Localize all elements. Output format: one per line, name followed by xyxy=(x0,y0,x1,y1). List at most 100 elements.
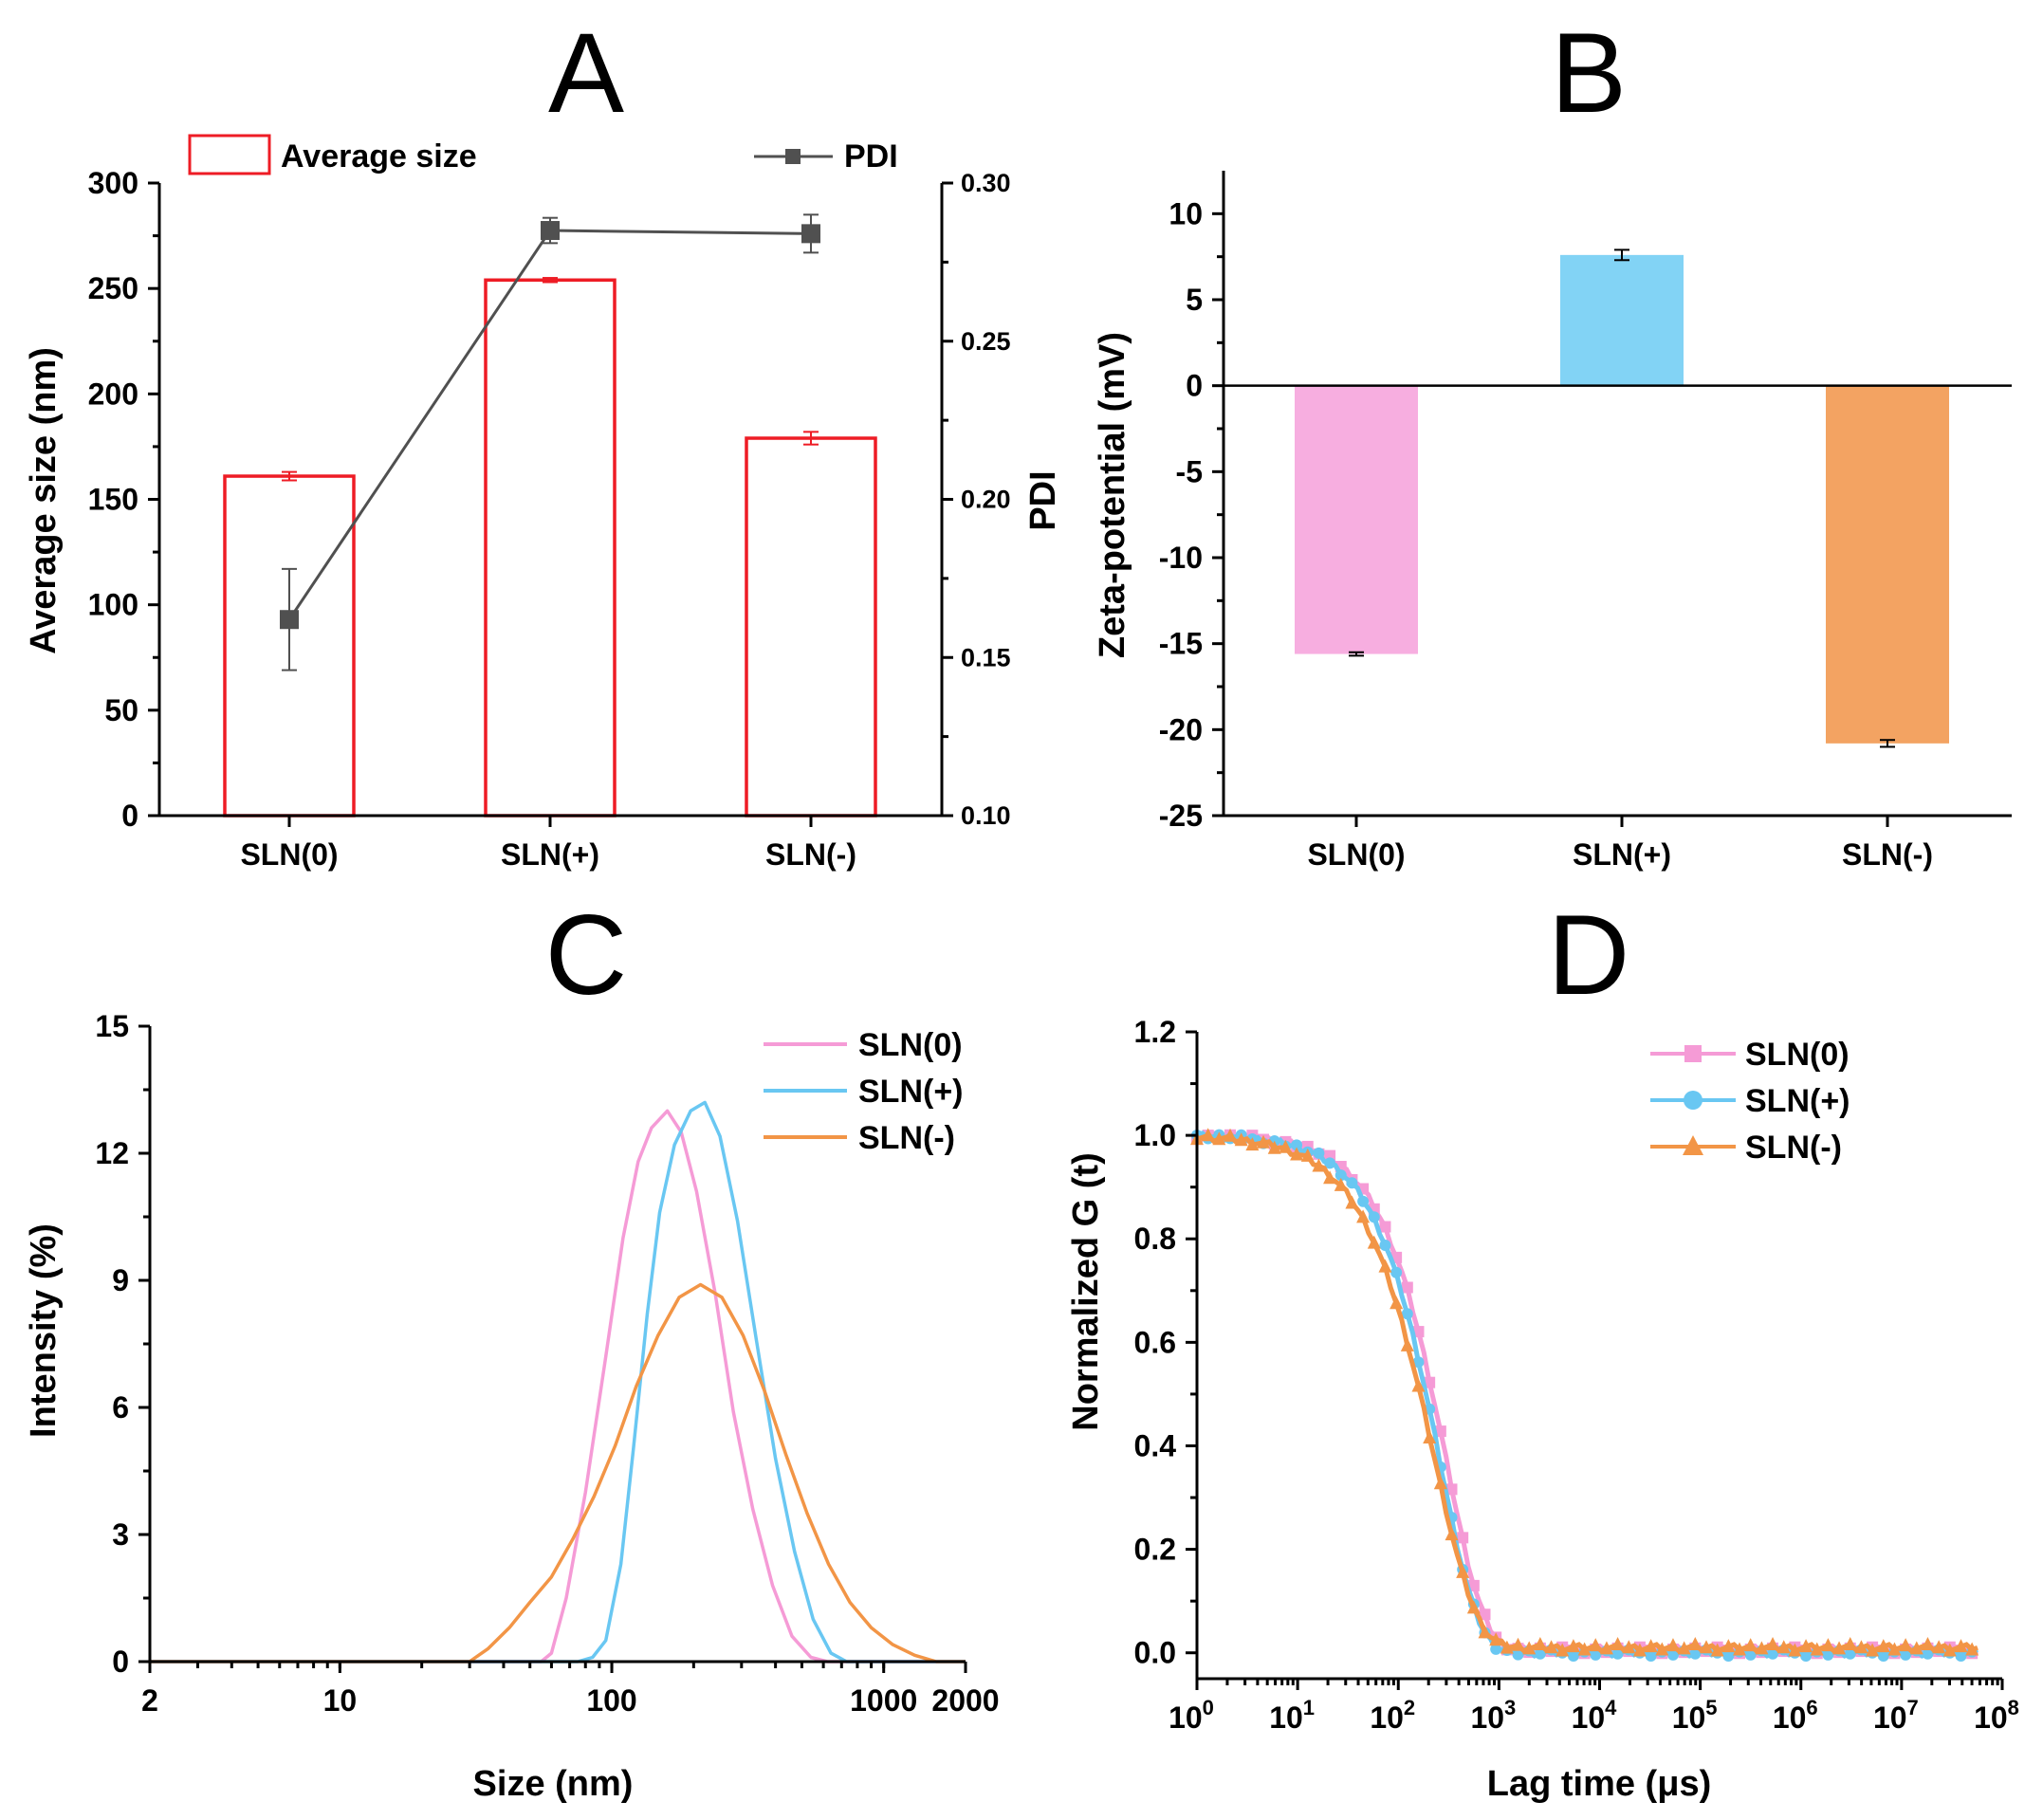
y-tick-label: 15 xyxy=(95,1009,129,1043)
y2-tick-label: 0.30 xyxy=(961,169,1011,197)
data-point-slnminus xyxy=(1555,1643,1570,1657)
panel-c-chart: Intensity (%) Size (nm) SLN(0) SLN(+) SL… xyxy=(24,1009,1000,1804)
legend-label-slnplus: SLN(+) xyxy=(1745,1083,1850,1119)
legend-label-average-size: Average size xyxy=(281,138,477,175)
data-point-slnplus xyxy=(1922,1647,1934,1660)
data-point-slnminus xyxy=(1522,1641,1537,1655)
data-point-slnminus xyxy=(1533,1636,1547,1650)
series-line-slnplus xyxy=(150,1100,966,1664)
series-line-sln0 xyxy=(150,1109,966,1664)
data-point-slnplus xyxy=(1379,1239,1391,1251)
data-point-slnminus xyxy=(1954,1639,1968,1653)
data-point-slnminus xyxy=(1234,1132,1248,1147)
x-tick-base: 10 xyxy=(1169,1701,1203,1735)
x-tick-base: 10 xyxy=(1974,1701,2008,1735)
data-point-slnminus xyxy=(1500,1640,1514,1654)
data-point-slnplus xyxy=(1324,1157,1336,1169)
x-tick-label: 104 xyxy=(1572,1696,1618,1735)
data-point-slnplus xyxy=(1291,1139,1303,1151)
data-point-slnminus xyxy=(1478,1625,1492,1639)
data-point-slnminus xyxy=(1411,1378,1426,1392)
x-tick-label: 103 xyxy=(1470,1696,1516,1735)
data-point-slnminus xyxy=(1577,1642,1592,1656)
panel-c-ylabel: Intensity (%) xyxy=(24,1223,64,1438)
data-point-slnminus xyxy=(1632,1643,1647,1657)
y-tick-label: 0.2 xyxy=(1134,1533,1176,1567)
x-tick-exponent: 4 xyxy=(1605,1696,1617,1719)
data-point-slnplus xyxy=(1368,1211,1380,1223)
data-point-slnplus xyxy=(1390,1266,1403,1278)
x-tick-label: 100 xyxy=(1169,1696,1214,1735)
y-tick-label: 5 xyxy=(1186,283,1203,317)
data-point-sln0 xyxy=(1412,1326,1425,1338)
data-point-slnminus xyxy=(1932,1640,1946,1654)
y-tick-label: 100 xyxy=(88,588,138,622)
data-point-slnminus xyxy=(1921,1636,1935,1650)
data-point-slnminus xyxy=(1201,1128,1215,1142)
data-point-slnminus xyxy=(1866,1643,1880,1657)
x-tick-label: 108 xyxy=(1974,1696,2019,1735)
data-point-slnminus xyxy=(1489,1632,1503,1646)
data-point-slnminus xyxy=(1876,1639,1890,1653)
data-point-slnminus xyxy=(1799,1639,1813,1653)
y-tick-label: -10 xyxy=(1159,541,1203,575)
y-tick-label: 0 xyxy=(121,799,138,833)
data-point-sln0 xyxy=(1467,1579,1480,1591)
data-point-slnminus xyxy=(1788,1643,1802,1657)
data-point-sln0 xyxy=(1445,1483,1458,1496)
data-point-sln0 xyxy=(1457,1532,1469,1544)
data-point-slnminus xyxy=(1466,1600,1481,1614)
data-point-slnplus xyxy=(1800,1649,1813,1662)
data-point-slnplus xyxy=(1666,1648,1679,1661)
panel-b-ylabel: Zeta-potential (mV) xyxy=(1093,332,1132,658)
x-tick-label: SLN(+) xyxy=(501,837,599,872)
series-line-sln0 xyxy=(1196,1131,1979,1657)
legend-label-pdi: PDI xyxy=(844,138,898,175)
y-tick-label: 12 xyxy=(95,1136,129,1170)
y-tick-label: 150 xyxy=(88,483,138,517)
data-point-slnminus xyxy=(1599,1641,1613,1655)
x-tick-label: 101 xyxy=(1269,1696,1315,1735)
x-tick-base: 10 xyxy=(1470,1701,1504,1735)
zeta-bar xyxy=(1826,385,1949,744)
series-line-slnplus xyxy=(1196,1131,1979,1659)
data-point-slnminus xyxy=(1832,1641,1847,1655)
data-point-slnminus xyxy=(1776,1640,1791,1654)
x-tick-exponent: 6 xyxy=(1806,1696,1817,1719)
data-point-sln0 xyxy=(1424,1376,1436,1388)
x-tick-label: 100 xyxy=(586,1683,636,1718)
data-point-slnplus xyxy=(1611,1647,1624,1660)
panel-letter-c: C xyxy=(545,892,628,1019)
x-tick-label: 2 xyxy=(141,1683,158,1718)
data-point-slnminus xyxy=(1245,1137,1260,1151)
data-point-slnminus xyxy=(1733,1642,1747,1656)
y-tick-label: -25 xyxy=(1159,799,1203,833)
data-point-slnminus xyxy=(1589,1638,1603,1652)
data-point-slnminus xyxy=(1544,1640,1558,1654)
y-tick-label: 6 xyxy=(112,1390,129,1425)
zeta-bar xyxy=(1560,254,1684,386)
panel-d-ylabel: Normalized G (t) xyxy=(1066,1152,1106,1430)
y-tick-label: 9 xyxy=(112,1263,129,1297)
legend-label-sln0: SLN(0) xyxy=(858,1027,963,1063)
data-point-slnminus xyxy=(1688,1636,1702,1650)
data-point-slnminus xyxy=(1699,1640,1713,1654)
pdi-line xyxy=(287,229,812,621)
y-tick-label: 0.8 xyxy=(1134,1222,1176,1256)
panel-letter-d: D xyxy=(1548,892,1630,1019)
panel-a-y2label: PDI xyxy=(1023,470,1063,530)
data-point-slnminus xyxy=(1445,1527,1459,1541)
data-point-slnminus xyxy=(1456,1564,1470,1578)
data-point-slnminus xyxy=(1312,1158,1326,1172)
y-tick-label: 1.0 xyxy=(1134,1118,1176,1152)
data-point-slnminus xyxy=(1279,1139,1293,1153)
data-point-slnminus xyxy=(1721,1639,1736,1653)
legend-marker-sln0 xyxy=(1684,1045,1702,1062)
x-tick-exponent: 0 xyxy=(1203,1696,1214,1719)
y-tick-label: 0 xyxy=(112,1645,129,1679)
data-point-slnminus xyxy=(1367,1235,1381,1249)
y-tick-label: 200 xyxy=(88,377,138,411)
data-point-slnplus xyxy=(1900,1648,1912,1661)
y-tick-label: 0.4 xyxy=(1134,1428,1177,1462)
